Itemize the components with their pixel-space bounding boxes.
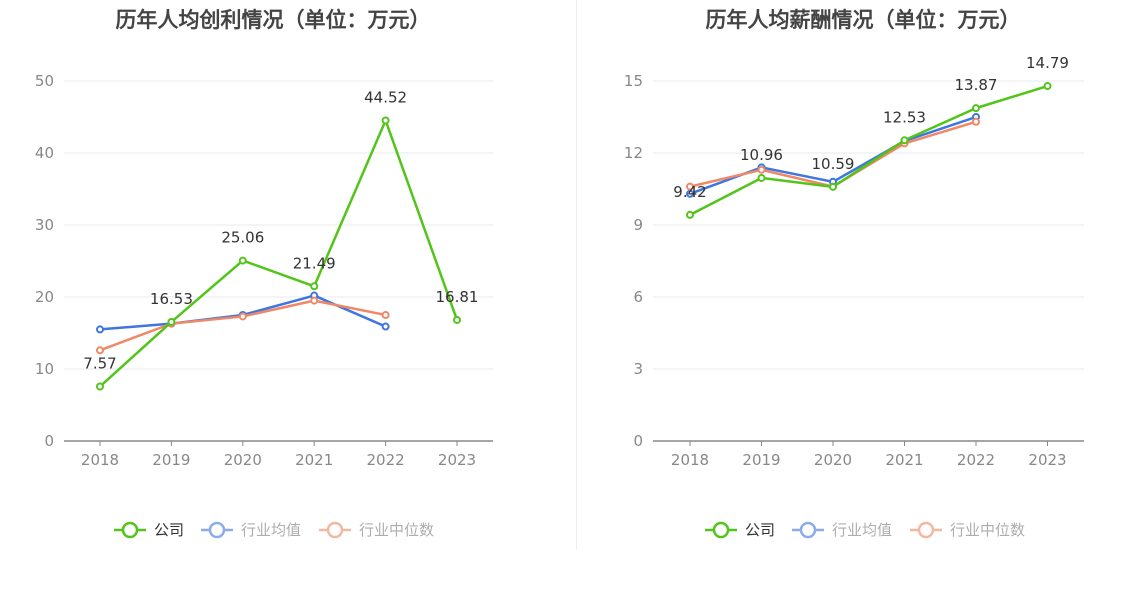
data-label: 10.59	[812, 155, 855, 173]
data-point-company	[453, 315, 461, 324]
legend-item-company[interactable]: 公司	[114, 521, 184, 539]
salary-per-capita-chart: 历年人均薪酬情况（单位：万元） 0 3 6 9 12 15 2018 2019 2020 2021 2…	[624, 8, 1084, 539]
data-label: 7.57	[83, 354, 116, 372]
legend-label: 行业均值	[241, 521, 301, 539]
data-label: 25.06	[221, 229, 264, 247]
legend-item-industry_avg[interactable]: 行业均值	[201, 521, 301, 539]
data-point-company	[900, 136, 909, 145]
data-point-industry_median	[381, 311, 390, 319]
legend-label: 行业中位数	[359, 521, 434, 539]
series-line-company	[99, 119, 459, 388]
data-point-industry_median	[238, 312, 247, 321]
legend-label: 行业中位数	[950, 521, 1025, 539]
x-tick-label: 2020	[814, 451, 852, 469]
x-tick-label: 2019	[742, 451, 780, 469]
data-label: 16.81	[436, 288, 479, 306]
y-tick-label: 10	[35, 360, 54, 378]
x-tick-label: 2021	[885, 451, 923, 469]
x-tick-label: 2018	[671, 451, 709, 469]
legend-item-industry_median[interactable]: 行业中位数	[319, 521, 434, 539]
y-tick-label: 3	[633, 360, 643, 378]
chart-title: 历年人均薪酬情况（单位：万元）	[706, 8, 1021, 32]
data-point-industry_avg	[686, 189, 694, 198]
series-line-company	[689, 84, 1048, 217]
data-point-company	[381, 116, 390, 125]
data-point-industry_median	[972, 117, 980, 126]
legend-label: 公司	[154, 521, 184, 539]
data-label: 16.53	[150, 290, 193, 308]
x-tick-label: 2023	[1028, 451, 1066, 469]
y-tick-label: 20	[35, 288, 54, 306]
data-point-company	[829, 182, 837, 191]
profit-chart-panel: 历年人均创利情况（单位：万元） 0 10 20 30 40 50 2018 2019 2020 20…	[0, 0, 576, 589]
data-label: 9.42	[673, 183, 706, 201]
legend-item-industry_median[interactable]: 行业中位数	[910, 521, 1025, 539]
data-point-industry_median	[757, 165, 766, 174]
data-point-industry_avg	[96, 325, 104, 334]
y-tick-label: 30	[35, 216, 54, 234]
y-tick-label: 50	[35, 72, 54, 90]
x-tick-label: 2019	[152, 451, 190, 469]
data-point-industry_avg	[381, 322, 390, 331]
data-point-company	[310, 282, 319, 291]
y-tick-label: 40	[35, 144, 54, 162]
x-tick-label: 2023	[438, 451, 476, 469]
x-tick-label: 2020	[224, 451, 262, 469]
legend-item-company[interactable]: 公司	[705, 521, 775, 539]
y-tick-label: 6	[633, 288, 643, 306]
legend-marker-icon	[917, 521, 935, 539]
data-point-industry_median	[310, 296, 319, 305]
data-label: 21.49	[293, 254, 336, 272]
data-point-company	[686, 210, 694, 219]
y-tick-label: 0	[44, 432, 54, 450]
legend-marker-icon	[208, 521, 226, 539]
profit-per-capita-chart: 历年人均创利情况（单位：万元） 0 10 20 30 40 50 2018 2019 2020 20…	[35, 8, 493, 539]
x-tick-label: 2022	[957, 451, 995, 469]
salary-chart-panel: 历年人均薪酬情况（单位：万元） 0 3 6 9 12 15 2018 2019 2020 2021 2…	[577, 0, 1148, 589]
data-point-company	[167, 317, 176, 326]
legend-marker-icon	[326, 521, 344, 539]
data-point-industry_median	[96, 346, 104, 355]
chart-title: 历年人均创利情况（单位：万元）	[116, 8, 431, 32]
x-tick-label: 2018	[81, 451, 119, 469]
data-point-company	[238, 256, 247, 265]
data-point-company	[757, 173, 766, 182]
x-tick-label: 2022	[367, 451, 405, 469]
data-point-company	[96, 382, 104, 391]
data-point-industry_median	[686, 182, 694, 191]
legend-label: 行业均值	[832, 521, 892, 539]
y-tick-label: 12	[624, 144, 643, 162]
legend-marker-icon	[121, 521, 139, 539]
data-label: 14.79	[1026, 54, 1069, 72]
data-label: 10.96	[740, 146, 783, 164]
x-tick-label: 2021	[295, 451, 333, 469]
data-label: 44.52	[364, 88, 407, 106]
legend-item-industry_avg[interactable]: 行业均值	[792, 521, 892, 539]
y-tick-label: 0	[633, 432, 643, 450]
y-tick-label: 15	[624, 72, 643, 90]
data-label: 13.87	[955, 76, 998, 94]
data-label: 12.53	[883, 108, 926, 126]
panel-divider	[576, 0, 577, 550]
data-point-company	[972, 104, 980, 113]
legend-marker-icon	[712, 521, 730, 539]
legend-label: 公司	[745, 521, 775, 539]
y-tick-label: 9	[633, 216, 643, 234]
legend-marker-icon	[799, 521, 817, 539]
data-point-company	[1043, 82, 1052, 91]
